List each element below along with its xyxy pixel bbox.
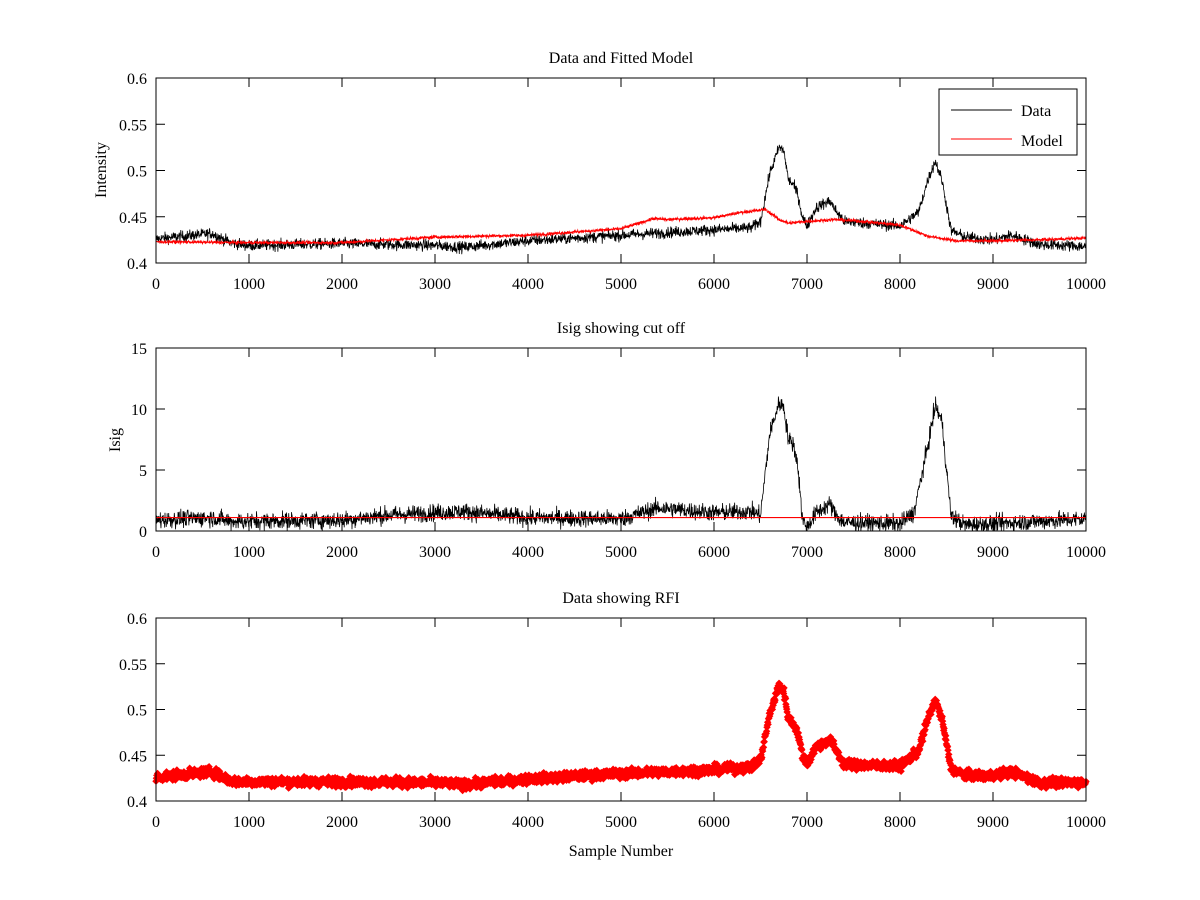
y-tick-label: 0.45	[119, 748, 147, 765]
panel-isig-showing-cut-off: Isig showing cut off Isig 0 1000 2000 3000 4…	[107, 320, 1106, 561]
y-tick-label: 10	[131, 402, 147, 419]
x-tick-label: 7000	[791, 814, 823, 831]
legend-label-model: Model	[1021, 133, 1063, 150]
y-tick-label: 5	[139, 463, 147, 480]
x-tick-label: 1000	[233, 814, 265, 831]
series-model	[155, 207, 1087, 246]
x-tick-label: 0	[152, 544, 160, 561]
x-tick-label: 9000	[977, 544, 1009, 561]
x-tick-label: 8000	[884, 814, 916, 831]
axes: 0 1000 2000 3000 4000 5000 6000 7000 8000 9000 100…	[119, 611, 1106, 831]
x-tick-label: 3000	[419, 276, 451, 293]
panel-title: Isig showing cut off	[557, 320, 686, 337]
scatter-markers	[152, 679, 1090, 795]
y-tick-label: 0.4	[127, 256, 147, 273]
y-axis-label: Intensity	[93, 142, 110, 198]
series-rfi	[152, 679, 1090, 795]
x-axis-label: Sample Number	[569, 843, 674, 860]
x-tick-label: 4000	[512, 276, 544, 293]
panel-data-showing-rfi: Data showing RFI Sample Number 0 1000 2000…	[119, 590, 1106, 860]
x-tick-label: 0	[152, 814, 160, 831]
x-tick-label: 5000	[605, 276, 637, 293]
panel-title: Data showing RFI	[562, 590, 679, 607]
x-tick-label: 2000	[326, 814, 358, 831]
y-tick-label: 0.55	[119, 657, 147, 674]
y-tick-label: 0	[139, 524, 147, 541]
x-tick-label: 10000	[1066, 544, 1106, 561]
legend-label-data: Data	[1021, 103, 1051, 120]
y-tick-label: 0.5	[127, 164, 147, 181]
y-tick-label: 0.55	[119, 117, 147, 134]
x-tick-label: 7000	[791, 276, 823, 293]
x-tick-label: 2000	[326, 544, 358, 561]
x-tick-label: 9000	[977, 814, 1009, 831]
x-tick-label: 0	[152, 276, 160, 293]
y-tick-label: 0.4	[127, 794, 147, 811]
series-layer	[155, 396, 1087, 532]
y-tick-label: 0.45	[119, 210, 147, 227]
x-tick-label: 4000	[512, 544, 544, 561]
panel-title: Data and Fitted Model	[549, 50, 694, 67]
x-tick-label: 6000	[698, 814, 730, 831]
x-tick-label: 4000	[512, 814, 544, 831]
x-tick-label: 10000	[1066, 814, 1106, 831]
y-tick-label: 0.5	[127, 703, 147, 720]
legend: Data Model	[938, 88, 1078, 156]
x-tick-label: 1000	[233, 276, 265, 293]
x-tick-label: 10000	[1066, 276, 1106, 293]
series-line	[155, 396, 1087, 532]
x-tick-label: 8000	[884, 276, 916, 293]
x-tick-label: 7000	[791, 544, 823, 561]
axes-box	[155, 347, 1087, 532]
series-data	[155, 144, 1087, 255]
series-isig	[155, 396, 1087, 532]
x-tick-label: 6000	[698, 276, 730, 293]
y-axis-label: Isig	[107, 428, 124, 452]
x-tick-label: 5000	[605, 544, 637, 561]
x-tick-label: 3000	[419, 814, 451, 831]
series-line	[155, 144, 1087, 255]
legend-box	[938, 88, 1078, 156]
y-tick-label: 0.6	[127, 611, 147, 628]
y-tick-label: 0.6	[127, 71, 147, 88]
x-tick-label: 5000	[605, 814, 637, 831]
x-tick-label: 1000	[233, 544, 265, 561]
axes: 0 1000 2000 3000 4000 5000 6000 7000 8000 9000 100…	[119, 71, 1106, 293]
axes: 0 1000 2000 3000 4000 5000 6000 7000 8000 9000 100…	[131, 341, 1106, 561]
x-tick-label: 2000	[326, 276, 358, 293]
x-tick-label: 6000	[698, 544, 730, 561]
series-layer	[155, 144, 1087, 255]
series-layer	[152, 679, 1090, 795]
x-tick-label: 3000	[419, 544, 451, 561]
panel-data-and-fitted-model: Data and Fitted Model Intensity 0 1000 200…	[93, 50, 1106, 293]
y-tick-label: 15	[131, 341, 147, 358]
x-tick-label: 8000	[884, 544, 916, 561]
series-line	[155, 207, 1087, 246]
x-tick-label: 9000	[977, 276, 1009, 293]
